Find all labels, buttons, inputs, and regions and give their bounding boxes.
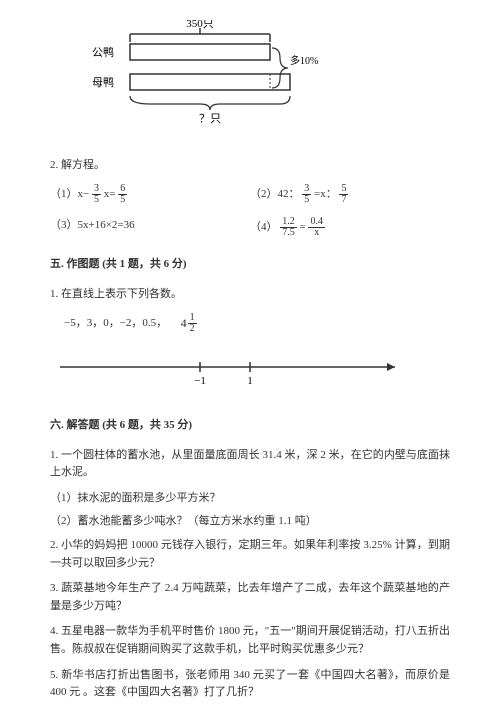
eq4-frac-left: 1.27.5 [280,217,297,238]
section6-q1b: （2）蓄水池能蓄多少吨水？（每立方米水约重 1.1 吨） [50,513,450,531]
eq1: （1）x− 35 x= 65 [50,184,250,205]
eq4-prefix: （4） [250,221,278,233]
section6-q5: 5. 新华书店打折出售图书，张老师用 340 元买了一套《中国四大名著》，而原价… [50,667,450,702]
diagram-row2-label: 母鸭 [92,76,114,89]
equation-row-1: （1）x− 35 x= 65 （2）42： 35 =x： 57 [50,184,450,205]
section6-heading: 六. 解答题 (共 6 题，共 35 分) [50,417,450,435]
eq1-frac2: 65 [118,184,127,205]
section5-numbers: −5，3，0，−2，0.5， 4 12 [64,313,450,334]
eq2: （2）42： 35 =x： 57 [250,184,450,205]
number-line: −1 1 [50,352,450,399]
section6-q3: 3. 蔬菜基地今年生产了 2.4 万吨蔬菜，比去年增产了二成，去年这个蔬菜基地的… [50,580,450,615]
eq3: （3）5x+16×2=36 [50,217,250,238]
diagram-row1-label: 公鸭 [92,46,114,59]
numbers-prefix: −5，3，0，−2，0.5， [64,315,167,333]
eq2-frac2: 57 [339,184,348,205]
section6-q4: 4. 五星电器一款华为手机平时售价 1800 元，"五一"期间开展促销活动，打八… [50,623,450,658]
axis-pos1: 1 [247,375,253,387]
mixed-frac: 12 [188,313,197,334]
equation-row-2: （3）5x+16×2=36 （4） 1.27.5 = 0.4x [50,217,450,238]
chicken-diagram: 350只 公鸭 母鸭 多10% ？只 [90,20,450,137]
section5-heading: 五. 作图题 (共 1 题，共 6 分) [50,256,450,274]
eq1-frac1: 35 [92,184,101,205]
eq4: （4） 1.27.5 = 0.4x [250,217,450,238]
axis-neg1: −1 [194,375,206,387]
section6-q1: 1. 一个圆柱体的蓄水池，从里面量底面周长 31.4 米，深 2 米，在它的内壁… [50,447,450,482]
mixed-whole: 4 [181,314,187,333]
eq2-prefix: （2）42： [250,188,300,200]
eq2-frac1: 35 [302,184,311,205]
diagram-bottom-label: ？只 [199,113,221,125]
mixed-fraction: 4 12 [181,313,197,334]
eq4-eq: = [300,221,309,233]
diagram-top-label: 350只 [186,20,214,30]
problem2-label: 2. 解方程。 [50,157,450,175]
eq2-mid: =x： [314,188,337,200]
section6-q1a: （1）抹水泥的面积是多少平方米？ [50,490,450,508]
diagram-side-label: 多10% [290,54,318,67]
eq4-frac-right: 0.4x [308,217,325,238]
section5-q1: 1. 在直线上表示下列各数。 [50,286,450,304]
eq1-mid: x= [104,188,118,200]
section6-q2: 2. 小华的妈妈把 10000 元钱存入银行，定期三年。如果年利率按 3.25%… [50,537,450,572]
eq1-prefix: （1）x− [50,188,89,200]
